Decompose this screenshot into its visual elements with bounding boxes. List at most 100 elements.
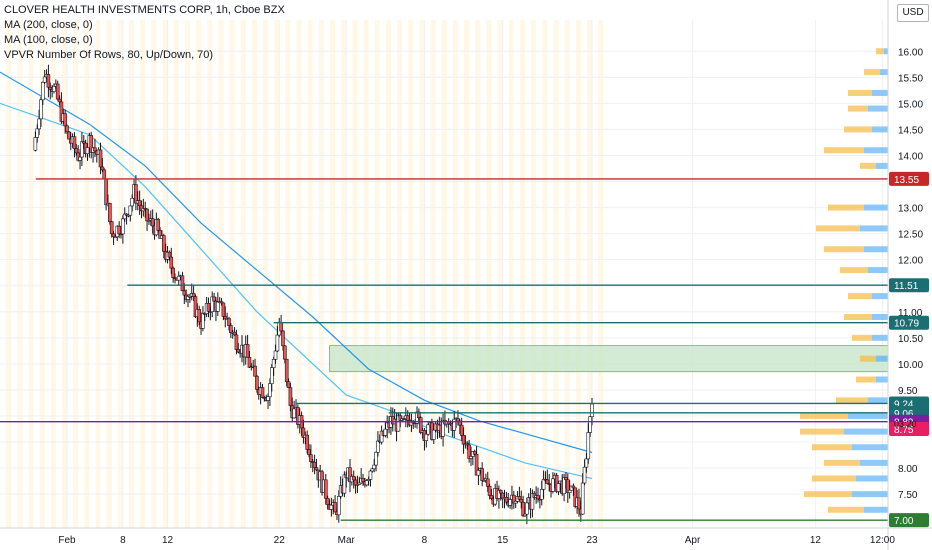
candle-body	[229, 325, 233, 333]
session-stripe	[475, 20, 481, 528]
volume-profile-bar-down	[848, 293, 872, 300]
session-stripe	[497, 20, 503, 528]
price-axis-tick-label: 9.50	[898, 386, 918, 397]
price-axis-tick-label: 11.00	[898, 308, 923, 319]
session-stripe	[307, 20, 313, 528]
candle-body	[577, 497, 581, 510]
price-axis-tick-label: 10.00	[898, 360, 923, 371]
candle-body	[545, 479, 550, 484]
price-level-tag	[889, 278, 929, 293]
candle-body	[182, 290, 187, 296]
price-axis-tick-label: 14.00	[898, 151, 923, 162]
candle-body	[37, 118, 41, 130]
candle-body	[485, 478, 490, 487]
candle-body	[210, 296, 215, 312]
candle-body	[512, 494, 516, 504]
candle-body	[109, 221, 114, 235]
volume-profile-bar-down	[824, 459, 860, 466]
ma200-line	[0, 71, 593, 454]
candle-body	[48, 86, 53, 90]
volume-profile-bar-up	[860, 225, 888, 232]
candle-body	[255, 375, 259, 390]
candle-body	[167, 251, 172, 258]
candle-body	[41, 81, 45, 101]
volume-profile-bar-down	[864, 69, 880, 76]
volume-profile-bar-up	[864, 204, 888, 211]
session-stripe	[464, 20, 470, 528]
candle-body	[85, 147, 90, 155]
volume-profile-bar-up	[876, 162, 888, 169]
legend-vpvr[interactable]: VPVR Number Of Rows, 80, Up/Down, 70)	[4, 49, 214, 61]
candle-body	[191, 293, 196, 297]
legend-title[interactable]: CLOVER HEALTH INVESTMENTS CORP, 1h, Cboe…	[4, 4, 285, 16]
session-stripe	[117, 20, 123, 528]
session-stripe	[28, 20, 34, 528]
candle-body	[541, 478, 546, 490]
session-stripe	[95, 20, 101, 528]
candle-body	[337, 496, 341, 516]
candle-body	[567, 489, 572, 493]
volume-profile-bar-down	[852, 334, 872, 341]
session-stripe	[263, 20, 269, 528]
volume-profile-bar-down	[824, 246, 864, 253]
session-stripe	[598, 20, 604, 528]
candle-body	[590, 403, 594, 418]
price-axis-tick-label: 13.00	[898, 204, 923, 215]
candle-body	[52, 86, 56, 92]
session-stripe	[106, 20, 112, 528]
candle-body	[452, 418, 457, 431]
candle-body	[102, 169, 107, 180]
session-stripe	[39, 20, 45, 528]
session-stripe	[553, 20, 559, 528]
session-stripe	[419, 20, 425, 528]
volume-profile-bar-down	[816, 225, 860, 232]
candle-body	[273, 350, 278, 360]
candle-body	[268, 383, 272, 398]
session-stripe	[73, 20, 79, 528]
candle-body	[111, 233, 116, 238]
currency-button[interactable]: USD	[897, 4, 929, 22]
session-stripe	[140, 20, 146, 528]
candle-body	[323, 479, 328, 499]
volume-profile-bar-down	[856, 376, 876, 383]
session-stripe	[207, 20, 213, 528]
candle-body	[55, 83, 60, 100]
volume-profile-bar-down	[828, 204, 864, 211]
candle-body	[236, 349, 241, 353]
price-axis-tick-label: 12.50	[898, 230, 923, 241]
candle-body	[227, 318, 231, 326]
candle-body	[547, 483, 551, 485]
candle-body	[355, 484, 360, 486]
legend-ma200[interactable]: MA (200, close, 0)	[4, 19, 93, 31]
volume-profile-bar-up	[876, 355, 888, 362]
candle-body	[456, 418, 460, 422]
candle-body	[461, 435, 466, 445]
session-stripe	[296, 20, 302, 528]
session-stripe	[17, 20, 23, 528]
candle-body	[521, 501, 525, 517]
candle-body	[424, 433, 429, 441]
candle-body	[46, 74, 51, 88]
session-stripe	[285, 20, 291, 528]
candle-body	[284, 358, 289, 383]
candle-body	[472, 451, 477, 455]
bar-countdown-label: 03:20	[894, 419, 917, 429]
volume-profile-bar-up	[868, 397, 888, 404]
price-level-tag-label: 10.79	[894, 319, 919, 330]
session-stripe	[430, 20, 436, 528]
price-level-tag	[889, 513, 929, 528]
price-level-tag-label: 11.51	[894, 281, 919, 292]
session-stripe	[441, 20, 447, 528]
time-axis-tick-label: 12	[810, 535, 822, 546]
price-axis-tick-label: 8.00	[898, 464, 918, 475]
candle-body	[374, 451, 378, 466]
volume-profile-bar-up	[872, 89, 888, 96]
candle-body	[556, 483, 561, 492]
session-stripe	[129, 20, 135, 528]
candle-body	[530, 493, 535, 510]
legend-ma100[interactable]: MA (100, close, 0)	[4, 34, 93, 46]
candle-body	[292, 408, 296, 419]
candle-body	[333, 502, 337, 513]
